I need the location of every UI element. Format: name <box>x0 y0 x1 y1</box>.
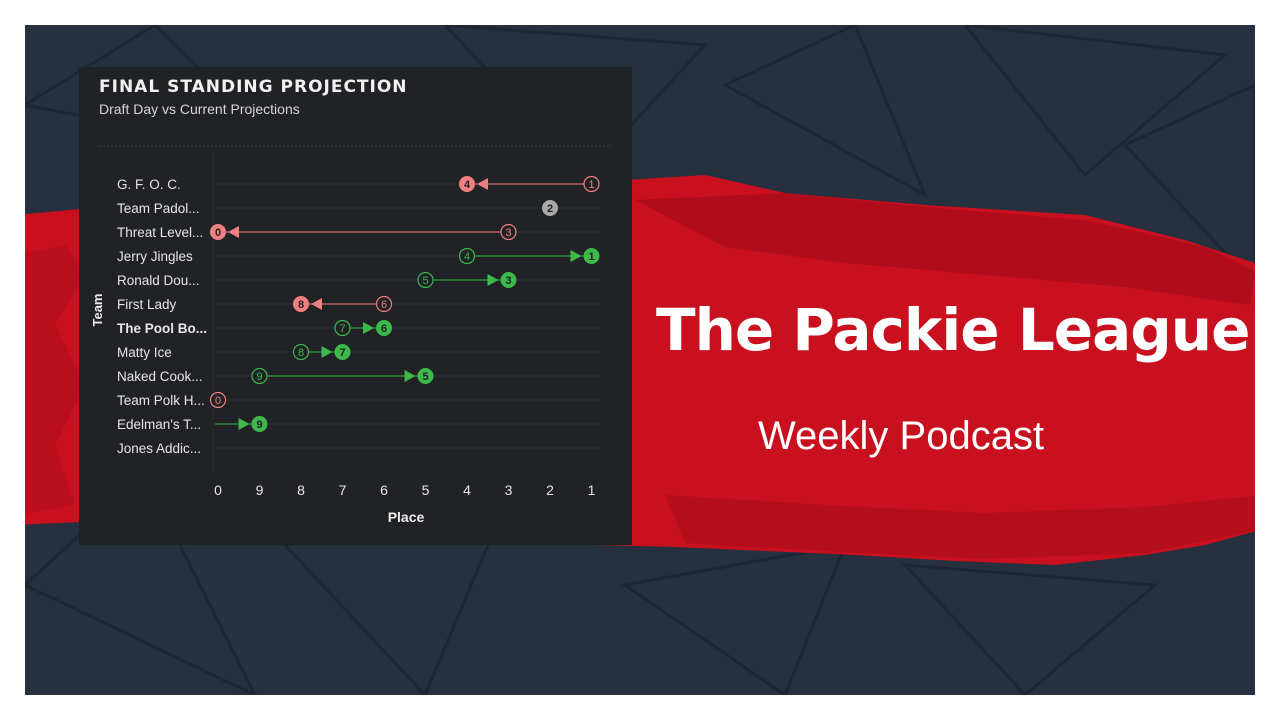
draft-label: 4 <box>464 251 470 263</box>
team-label: Team Padol... <box>117 201 200 216</box>
current-marker <box>583 248 600 264</box>
current-label: 8 <box>298 299 304 311</box>
team-label: Threat Level... <box>117 225 203 240</box>
draft-marker <box>458 247 476 265</box>
direction-arrow <box>570 250 582 262</box>
x-tick-label: 8 <box>297 482 305 498</box>
draft-marker <box>583 175 600 193</box>
current-label: 7 <box>339 347 345 359</box>
team-label: Ronald Dou... <box>117 273 200 288</box>
current-marker <box>542 200 558 216</box>
draft-label: 6 <box>381 299 387 311</box>
draft-marker <box>500 223 517 241</box>
x-tick-label: 5 <box>422 482 430 498</box>
current-label: 1 <box>588 251 594 263</box>
draft-marker <box>209 391 227 409</box>
draft-marker <box>334 319 351 337</box>
direction-arrow <box>311 298 322 310</box>
y-axis-label: Team <box>90 294 105 327</box>
x-tick-label: 1 <box>588 482 596 498</box>
current-marker <box>417 368 434 384</box>
draft-label: 3 <box>505 227 511 239</box>
draft-marker <box>251 367 268 385</box>
x-tick-label: 7 <box>339 482 347 498</box>
team-label: Matty Ice <box>117 345 172 360</box>
grid-layer <box>215 183 599 449</box>
team-label: Jones Addic... <box>117 441 201 456</box>
team-label: Naked Cook... <box>117 369 203 384</box>
draft-label: 0 <box>215 395 221 407</box>
draft-label: 8 <box>298 347 304 359</box>
direction-arrow <box>363 322 374 334</box>
draft-marker <box>292 343 310 361</box>
direction-arrow <box>321 346 333 358</box>
x-axis-label: Place <box>388 509 425 525</box>
draft-label: 1 <box>588 179 594 191</box>
x-tick-label: 0 <box>214 482 222 498</box>
direction-arrow <box>238 418 250 430</box>
podcast-subtitle: Weekly Podcast <box>758 414 1045 458</box>
chart-subtitle: Draft Day vs Current Projections <box>99 101 300 117</box>
draft-label: 5 <box>422 275 428 287</box>
current-marker <box>459 176 475 192</box>
direction-arrow <box>477 178 488 190</box>
draft-marker <box>375 295 393 313</box>
team-label: Team Polk H... <box>117 393 205 408</box>
current-marker <box>210 224 226 240</box>
current-marker <box>500 272 517 288</box>
current-marker <box>251 416 268 432</box>
x-tick-label: 9 <box>256 482 264 498</box>
x-tick-labels: 0 9 8 7 6 5 4 3 2 1 <box>214 482 596 498</box>
draft-label: 7 <box>339 323 345 335</box>
dumbbell-chart: 1 4 2 3 0 4 1 5 3 6 8 7 6 8 7 9 5 0 9 G. F. O. C. Team Pado… <box>90 145 612 525</box>
current-label: 4 <box>464 179 471 191</box>
category-labels: G. F. O. C. Team Padol... Threat Level... J… <box>117 177 207 456</box>
team-label: The Pool Bo... <box>117 321 207 336</box>
current-label: 3 <box>505 275 511 287</box>
direction-arrow <box>404 370 416 382</box>
x-tick-label: 6 <box>380 482 388 498</box>
current-marker <box>293 296 309 312</box>
podcast-title: The Packie League <box>656 296 1250 364</box>
team-label: First Lady <box>117 297 177 312</box>
current-label: 9 <box>256 419 262 431</box>
team-label: G. F. O. C. <box>117 177 181 192</box>
series-markers: 1 4 2 3 0 4 1 5 3 6 8 7 6 8 7 9 5 0 9 <box>209 175 600 432</box>
x-tick-label: 4 <box>463 482 471 498</box>
current-label: 5 <box>422 371 428 383</box>
direction-arrow <box>228 226 239 238</box>
team-label: Jerry Jingles <box>117 249 193 264</box>
current-label: 0 <box>215 227 221 239</box>
draft-label: 9 <box>256 371 262 383</box>
team-label: Edelman's T... <box>117 417 201 432</box>
current-label: 6 <box>381 323 387 335</box>
current-marker <box>376 320 392 336</box>
current-marker <box>334 344 351 360</box>
direction-arrow <box>487 274 499 286</box>
current-label: 2 <box>547 203 553 215</box>
x-tick-label: 2 <box>546 482 554 498</box>
draft-marker <box>417 271 434 289</box>
x-tick-label: 3 <box>505 482 513 498</box>
chart-title: FINAL STANDING PROJECTION <box>99 77 408 97</box>
chart-panel: FINAL STANDING PROJECTION Draft Day vs C… <box>79 67 632 545</box>
